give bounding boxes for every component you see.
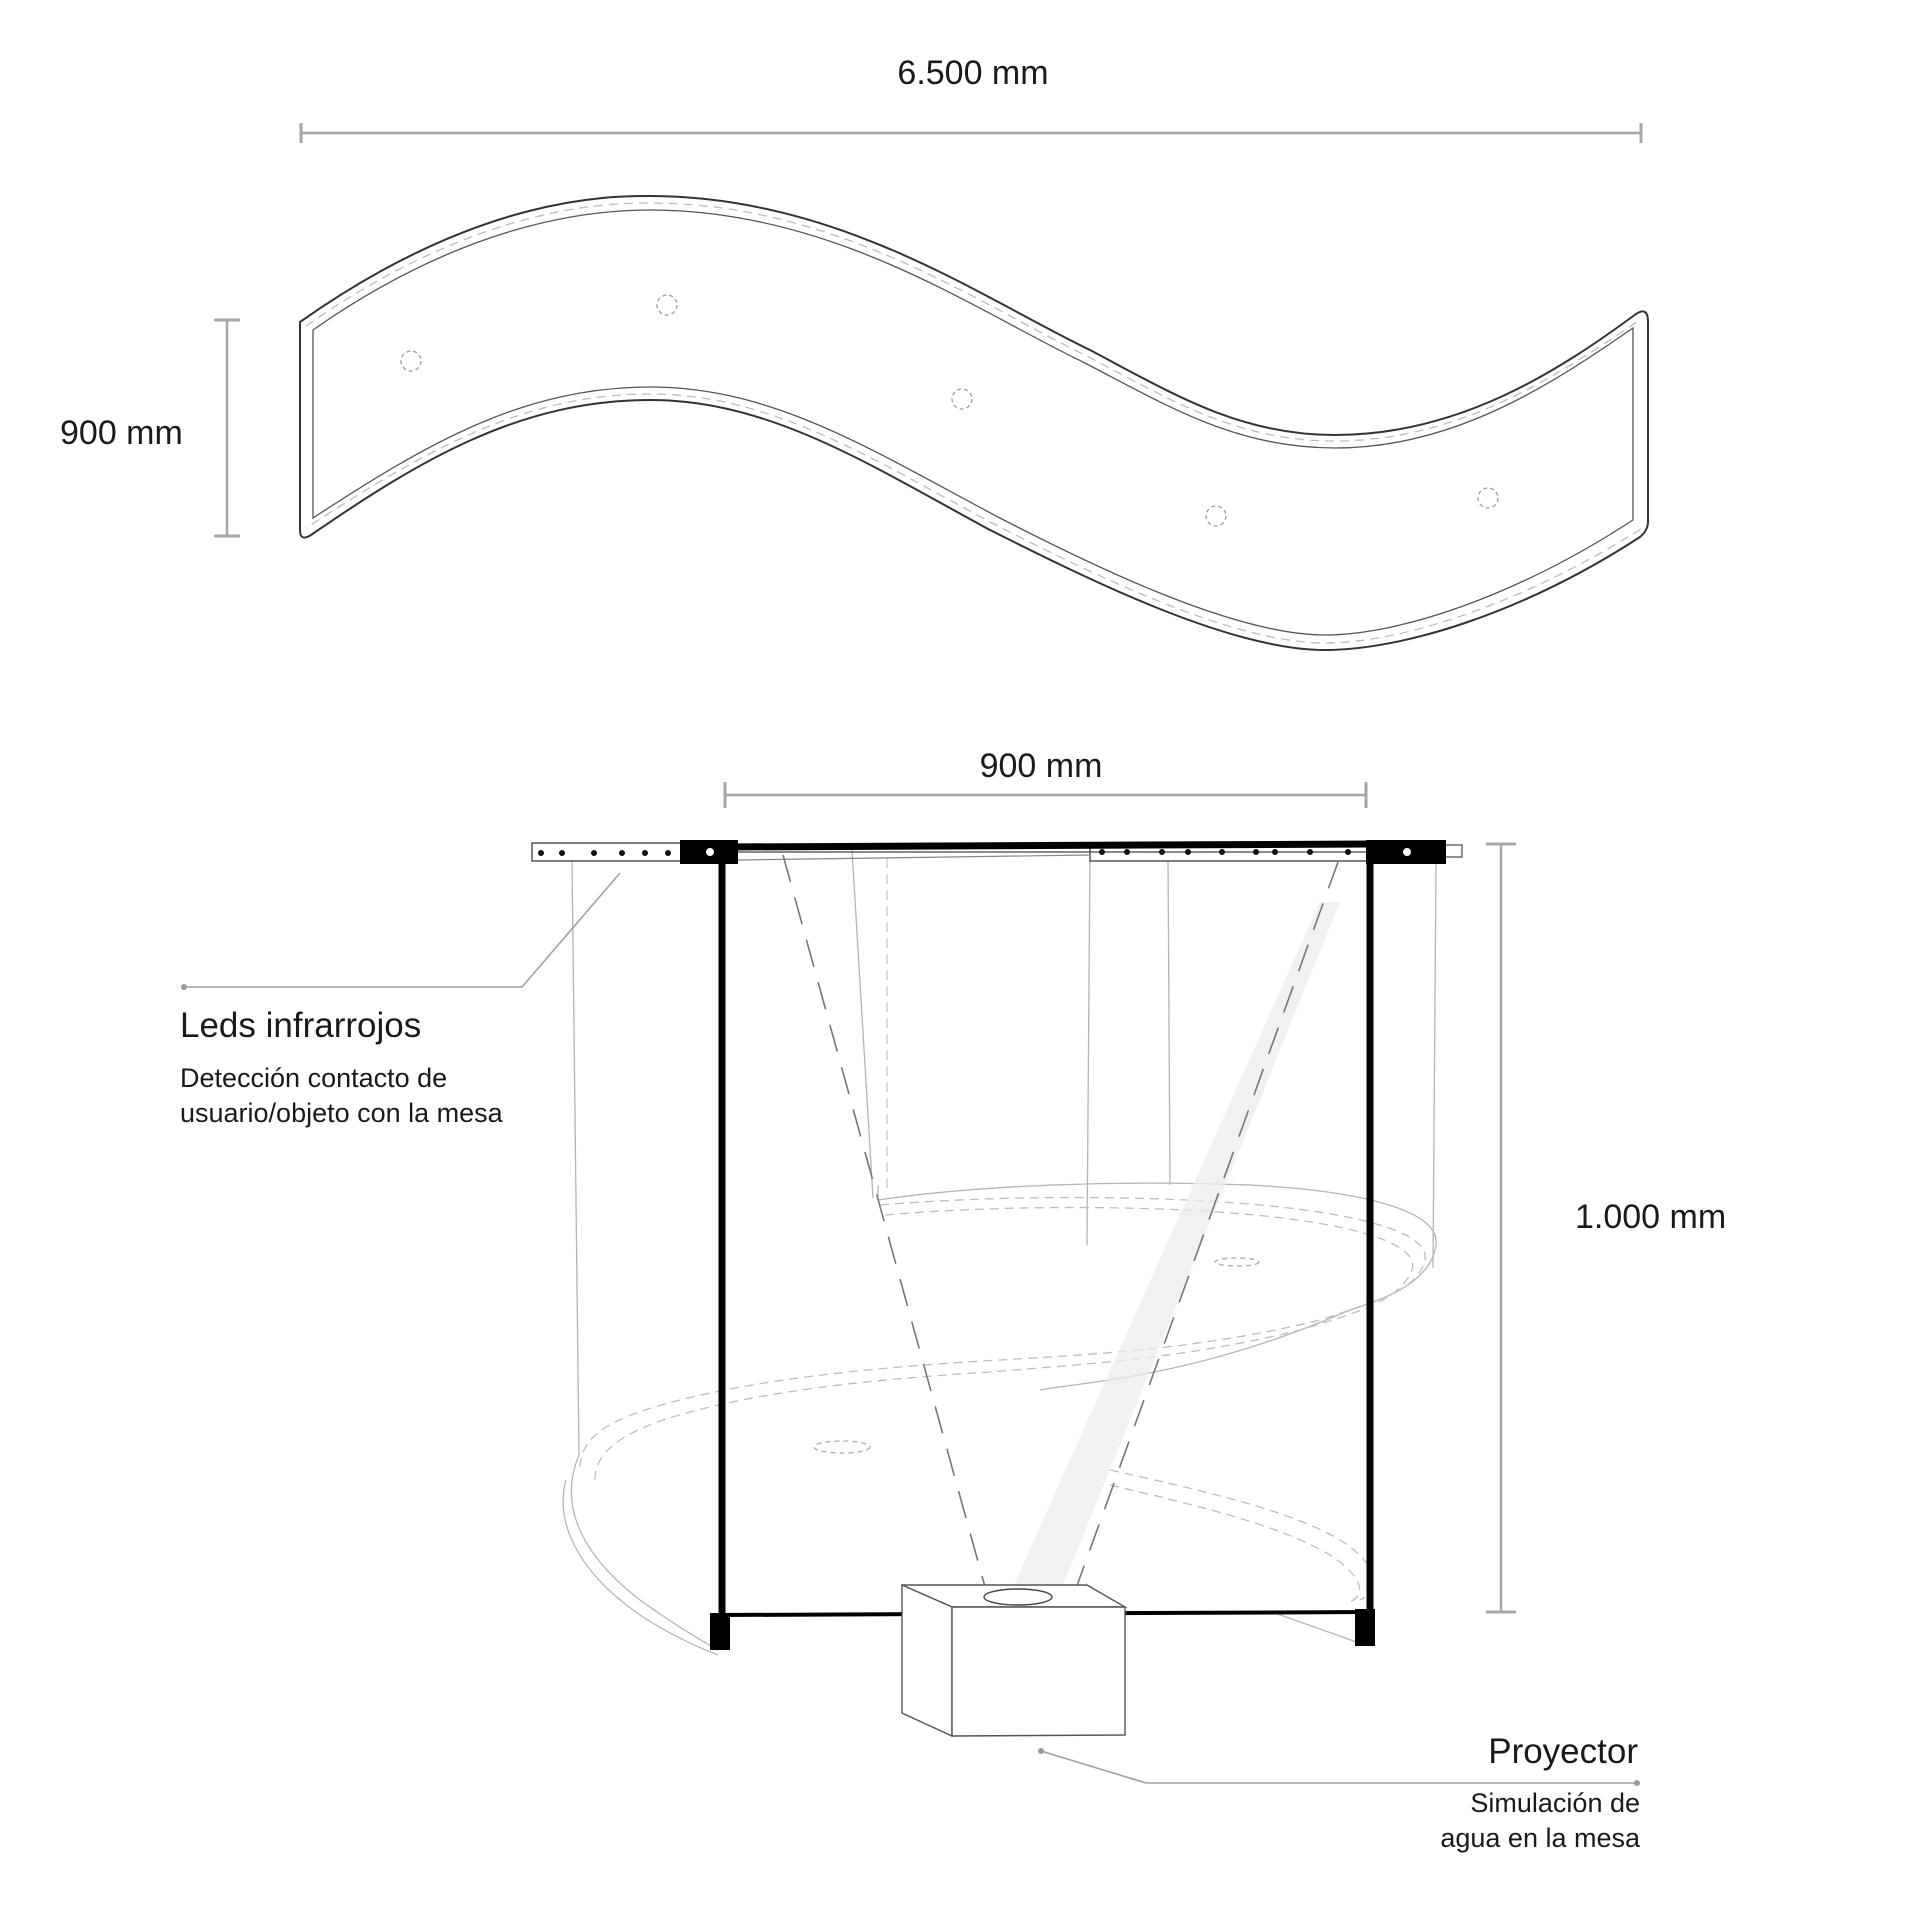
projector-callout: Proyector Simulación de agua en la mesa	[1440, 1732, 1641, 1853]
projector-description-line2: agua en la mesa	[1440, 1823, 1641, 1853]
leds-description-line1: Detección contacto de	[180, 1063, 447, 1093]
leader-lines	[181, 872, 1640, 1786]
tabletop-dashed-circles	[400, 294, 1499, 527]
projector-leader	[1040, 1750, 1637, 1784]
section-view: 900 mm 1.000 mm	[181, 747, 1726, 1786]
plan-view: 6.500 mm 900 mm	[60, 54, 1649, 652]
projector-lens-icon	[983, 1588, 1053, 1606]
leds-callout: Leds infrarrojos Detección contacto de u…	[180, 1006, 504, 1128]
projection-beams	[782, 854, 1340, 1606]
section-height-dimension: 1.000 mm	[1486, 842, 1726, 1614]
light-beam	[1005, 902, 1340, 1605]
projector-title: Proyector	[1488, 1732, 1638, 1771]
section-height-label: 1.000 mm	[1575, 1198, 1726, 1236]
tabletop-surface	[312, 209, 1634, 636]
plan-width-dimension: 6.500 mm	[299, 54, 1643, 143]
tabletop-dashed-border	[305, 202, 1642, 644]
wave-tabletop	[299, 194, 1649, 652]
section-width-dimension: 900 mm	[723, 747, 1368, 808]
plan-depth-dimension: 900 mm	[60, 318, 240, 538]
leds-title: Leds infrarrojos	[180, 1006, 421, 1045]
projector-description-line1: Simulación de	[1470, 1788, 1640, 1818]
led-dots	[538, 849, 1351, 856]
tabletop-outer-edge	[299, 194, 1649, 652]
plan-width-label: 6.500 mm	[897, 54, 1048, 92]
section-width-label: 900 mm	[980, 747, 1103, 785]
plan-depth-label: 900 mm	[60, 414, 183, 452]
projector-box	[901, 1583, 1128, 1738]
leds-description-line2: usuario/objeto con la mesa	[180, 1098, 504, 1128]
leds-leader	[184, 872, 621, 988]
